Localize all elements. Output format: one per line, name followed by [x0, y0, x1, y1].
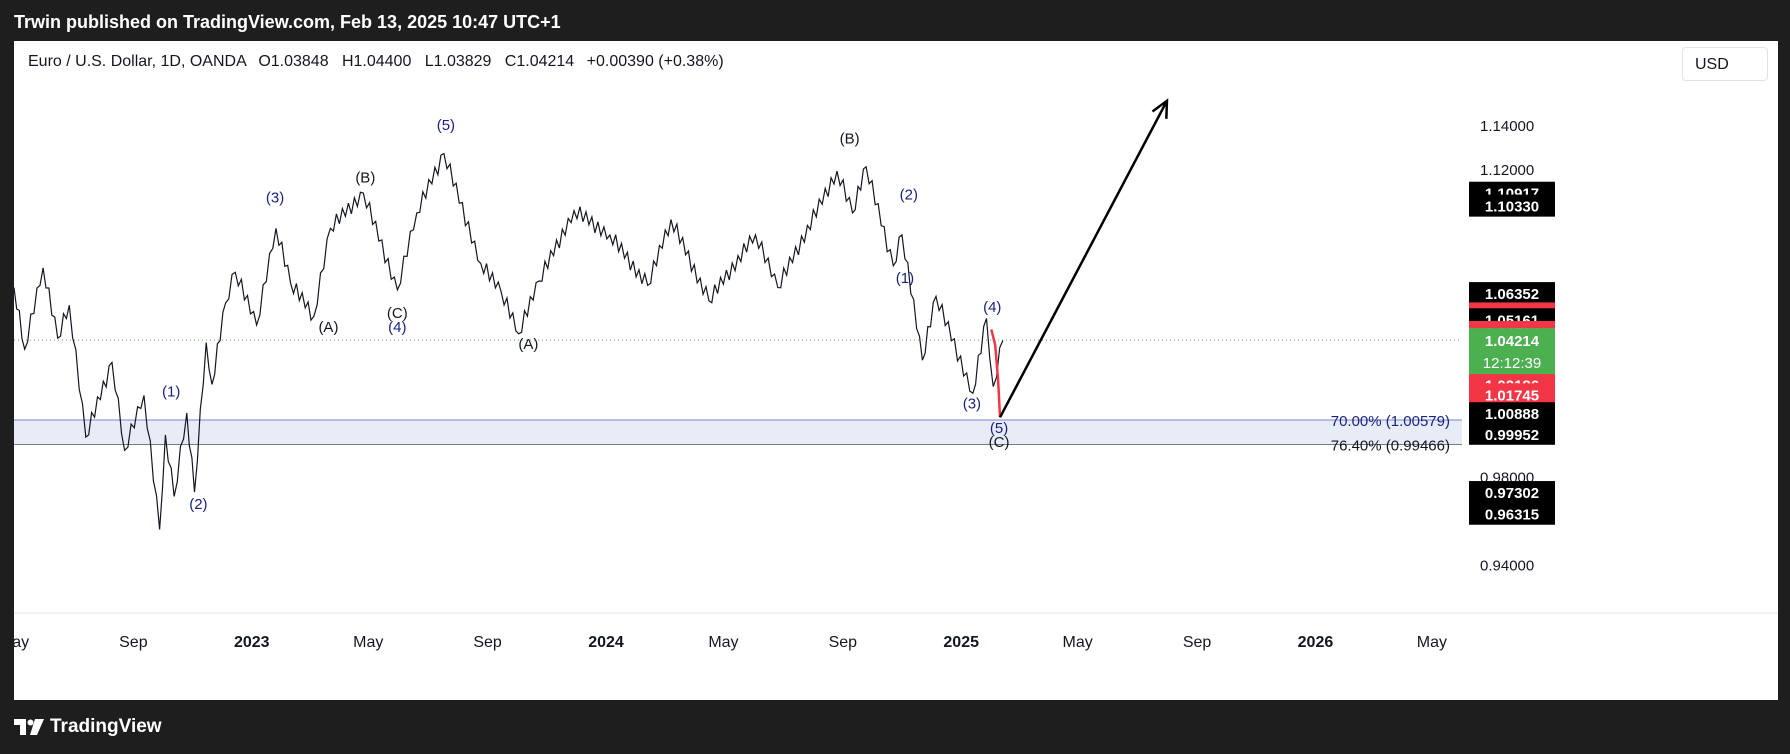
wave-label: (2) — [189, 496, 207, 513]
wave-label: (A) — [518, 336, 538, 353]
open-label: O — [258, 53, 271, 70]
wave-label: (2) — [900, 187, 918, 204]
projected-wave-c-path — [990, 329, 1002, 418]
wave-label: (B) — [355, 170, 375, 187]
symbol-name[interactable]: Euro / U.S. Dollar, 1D, OANDA — [28, 53, 246, 70]
y-axis-tick-label: 1.12000 — [1480, 162, 1534, 179]
price-chart[interactable]: 70.00% (1.00579) 76.40% (0.99466) (1) (2) (3… — [14, 41, 1778, 700]
publisher-text: Trwin published on TradingView.com, Feb … — [14, 12, 561, 32]
wave-label: (5) — [990, 420, 1008, 437]
price-badge-bg — [1469, 502, 1555, 525]
x-axis-tick-label: Sep — [829, 634, 858, 651]
ohlc-values: O1.03848 H1.04400 L1.03829 C1.04214 — [258, 53, 578, 70]
x-axis-tick-label: Sep — [119, 634, 148, 651]
price-badge-bg — [1469, 282, 1555, 305]
tradingview-logo-icon — [14, 719, 44, 735]
open-value: 1.03848 — [270, 53, 329, 70]
price-badge-bg — [1469, 422, 1555, 445]
high-value: 1.04400 — [353, 53, 412, 70]
last-price-badge-bg — [1469, 328, 1555, 375]
projection-arrow-line — [998, 100, 1169, 418]
x-axis-tick-label: May — [1417, 634, 1447, 651]
wave-label: (C) — [387, 305, 408, 322]
price-badge-bg — [1469, 194, 1555, 217]
currency-button[interactable]: USD — [1682, 47, 1768, 81]
publisher-bar: Trwin published on TradingView.com, Feb … — [0, 0, 1790, 42]
x-axis-tick-label: Sep — [473, 634, 502, 651]
wave-label: (B) — [840, 131, 860, 148]
footer-bar: TradingView — [0, 700, 1790, 754]
wave-label: (4) — [983, 299, 1001, 316]
wave-label: (3) — [963, 396, 981, 413]
projection-arrow-head — [1151, 98, 1169, 119]
countdown-label: 12:12:39 — [1483, 355, 1541, 372]
wave-label: (1) — [162, 383, 180, 400]
x-axis-tick-label: May — [1063, 634, 1093, 651]
price-badge-bg — [1469, 383, 1555, 406]
high-label: H — [341, 53, 354, 70]
low-value: 1.03829 — [433, 53, 492, 70]
low-label: L — [424, 53, 434, 70]
symbol-legend: Euro / U.S. Dollar, 1D, OANDA O1.03848 H… — [28, 53, 724, 71]
wave-label: (A) — [318, 319, 338, 336]
last-price-label: 1.04214 — [1485, 333, 1540, 350]
change-value: +0.00390 (+0.38%) — [586, 53, 724, 70]
price-badge-bg — [1469, 481, 1555, 504]
wave-label: (5) — [437, 117, 455, 134]
price-badge-bg — [1469, 402, 1555, 425]
price-badge-label: 0.99952 — [1485, 427, 1539, 444]
price-badge-label: 1.06352 — [1485, 286, 1539, 303]
price-badge-label: 1.01745 — [1485, 387, 1539, 404]
wave-label: (3) — [266, 190, 284, 207]
x-axis-tick-label: 2026 — [1298, 634, 1334, 651]
price-badge-label: 1.10330 — [1485, 199, 1539, 216]
brand-name: TradingView — [50, 716, 162, 737]
price-series-line — [14, 152, 1004, 530]
tradingview-logo[interactable]: TradingView — [14, 716, 162, 738]
x-axis-tick-label: 2024 — [588, 634, 624, 651]
x-axis-tick-label: Sep — [1183, 634, 1212, 651]
wave-label: (1) — [896, 270, 914, 287]
fib-level-label: 76.40% (0.99466) — [1331, 437, 1450, 454]
fib-zone — [14, 420, 1462, 445]
x-axis-tick-label: 2023 — [234, 634, 270, 651]
close-label: C — [504, 53, 517, 70]
wave-label: (C) — [989, 434, 1010, 451]
price-badge-label: 0.97302 — [1485, 485, 1539, 502]
x-axis-tick-label: May — [353, 634, 383, 651]
x-axis-tick-label: 2025 — [943, 634, 979, 651]
x-axis-tick-label: May — [14, 634, 29, 651]
wave-label: (4) — [388, 319, 406, 336]
y-axis-tick-label: 0.94000 — [1480, 558, 1534, 575]
close-value: 1.04214 — [516, 53, 575, 70]
price-badge-label: 1.00888 — [1485, 406, 1539, 423]
fib-level-label: 70.00% (1.00579) — [1331, 413, 1450, 430]
x-axis-tick-label: May — [708, 634, 738, 651]
chart-frame: 70.00% (1.00579) 76.40% (0.99466) (1) (2) (3… — [14, 41, 1778, 700]
price-badge-label: 0.96315 — [1485, 507, 1539, 524]
y-axis-tick-label: 1.14000 — [1480, 118, 1534, 135]
